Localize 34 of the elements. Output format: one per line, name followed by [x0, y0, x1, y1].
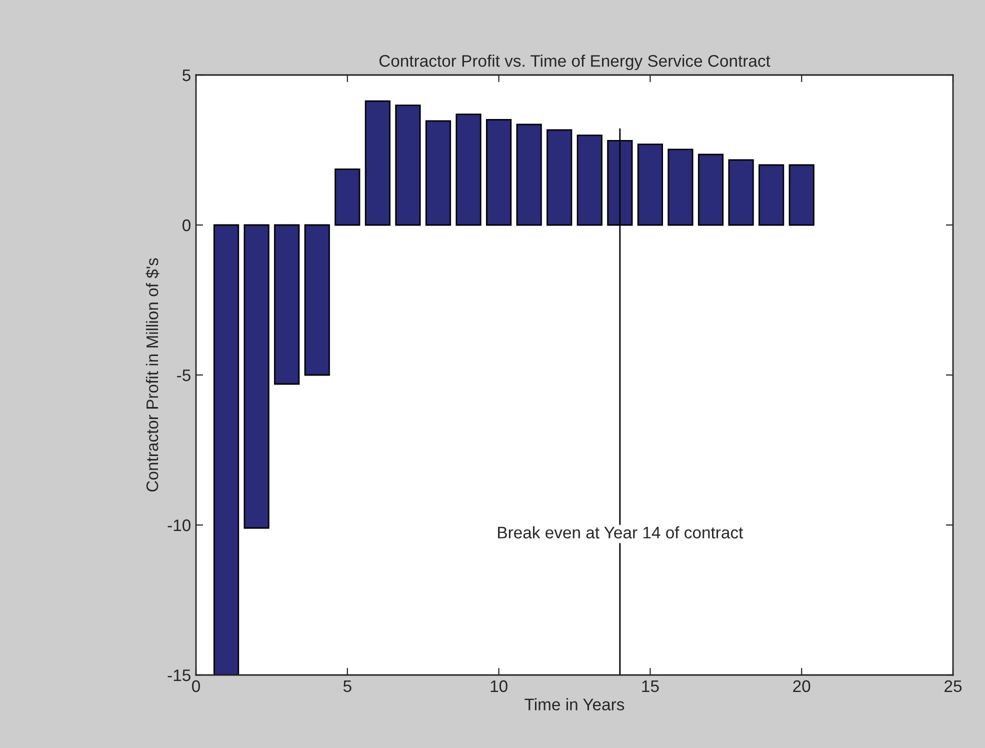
bar: [698, 154, 724, 226]
bar: [546, 129, 572, 226]
bar: [304, 224, 330, 376]
bar: [516, 124, 542, 226]
x-tick-label: 0: [192, 680, 200, 692]
x-tick-label: 10: [490, 680, 508, 692]
bar: [637, 144, 664, 226]
bar: [425, 120, 452, 226]
y-axis-title: Contractor Profit in Million of $'s: [146, 258, 160, 492]
bar: [213, 224, 240, 675]
bar: [456, 114, 482, 226]
chart-title: Contractor Profit vs. Time of Energy Service Contract: [379, 54, 770, 70]
y-tick-label: 5: [182, 70, 190, 82]
bar: [758, 164, 784, 226]
bar: [576, 134, 602, 226]
x-tick-label: 5: [343, 680, 352, 692]
bar: [274, 224, 300, 385]
bar: [244, 224, 270, 529]
bar: [395, 104, 421, 226]
bar: [668, 148, 694, 226]
bar: [334, 168, 360, 226]
x-axis-title: Time in Years: [524, 698, 624, 710]
ref-line-label: Break even at Year 14 of contract: [498, 526, 744, 538]
x-tick-label: 20: [793, 680, 810, 692]
bar: [486, 119, 512, 226]
bar: [788, 164, 814, 226]
x-tick-label: 15: [642, 680, 659, 692]
bar: [364, 100, 390, 226]
y-tick-label: -15: [168, 670, 190, 682]
y-tick-label: -10: [168, 519, 190, 532]
bar: [728, 159, 754, 226]
x-tick-label: 25: [944, 680, 962, 692]
y-tick-label: -5: [177, 370, 190, 382]
y-tick-label: 0: [182, 219, 190, 232]
